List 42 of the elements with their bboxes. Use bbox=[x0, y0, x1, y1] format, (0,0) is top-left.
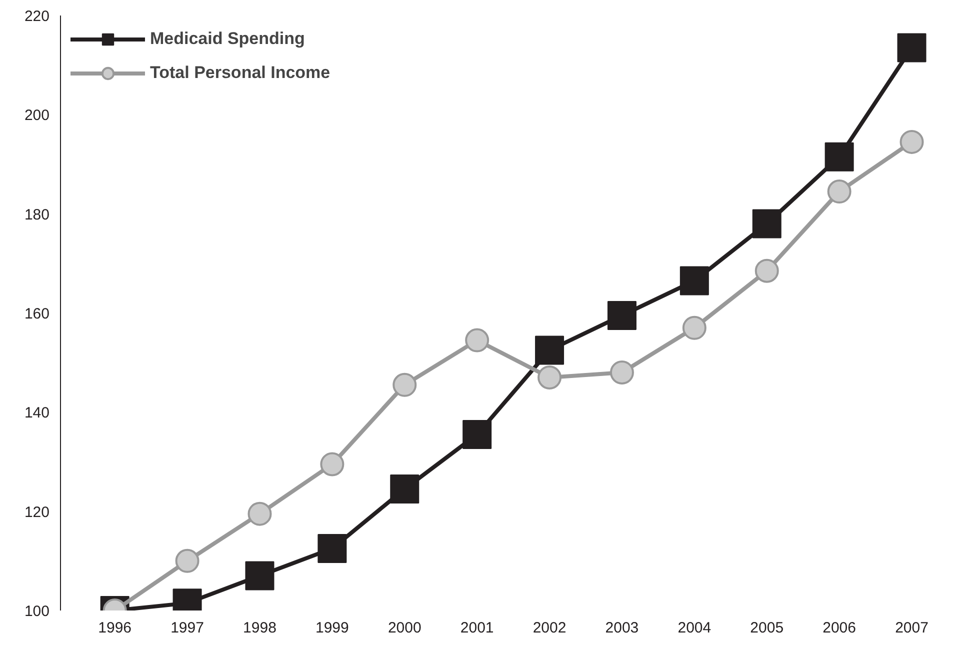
legend-label: Total Personal Income bbox=[150, 63, 330, 83]
point bbox=[390, 474, 420, 504]
point bbox=[392, 372, 417, 397]
point bbox=[535, 336, 564, 365]
point bbox=[607, 300, 636, 330]
point bbox=[320, 452, 344, 476]
point bbox=[827, 180, 852, 204]
point bbox=[245, 561, 274, 590]
point bbox=[248, 502, 272, 526]
x-tick-label: 1997 bbox=[170, 620, 204, 636]
point bbox=[318, 534, 347, 564]
point bbox=[680, 266, 709, 296]
y-tick-label: 100 bbox=[24, 603, 50, 620]
point bbox=[465, 328, 490, 352]
point bbox=[754, 258, 779, 283]
y-tick-label: 120 bbox=[24, 504, 50, 521]
y-tick-label: 140 bbox=[24, 404, 50, 422]
legend-label: Medicaid Spending bbox=[150, 29, 305, 49]
y-tick-label: 160 bbox=[24, 306, 50, 322]
x-tick-label: 2003 bbox=[605, 620, 639, 636]
x-tick-label: 2005 bbox=[750, 620, 784, 636]
x-tick-label: 1996 bbox=[98, 620, 132, 636]
point bbox=[897, 33, 926, 62]
x-tick-label: 2004 bbox=[678, 620, 712, 636]
x-tick-label: 2000 bbox=[388, 620, 422, 636]
point bbox=[610, 360, 634, 384]
y-tick-label: 180 bbox=[24, 206, 50, 224]
point bbox=[175, 548, 200, 573]
x-tick-label: 2002 bbox=[532, 620, 566, 636]
x-tick-label: 1998 bbox=[243, 620, 276, 636]
y-tick-label: 220 bbox=[24, 8, 50, 25]
x-tick-label: 1999 bbox=[315, 620, 349, 636]
x-tick-label: 2007 bbox=[895, 620, 928, 636]
y-tick-label: 200 bbox=[24, 107, 50, 124]
x-tick-label: 2006 bbox=[822, 620, 856, 636]
point bbox=[538, 365, 562, 390]
point bbox=[900, 130, 924, 154]
point bbox=[752, 209, 782, 238]
point bbox=[824, 142, 854, 172]
point bbox=[682, 316, 706, 340]
x-tick-label: 2001 bbox=[460, 620, 494, 636]
point bbox=[462, 420, 492, 449]
